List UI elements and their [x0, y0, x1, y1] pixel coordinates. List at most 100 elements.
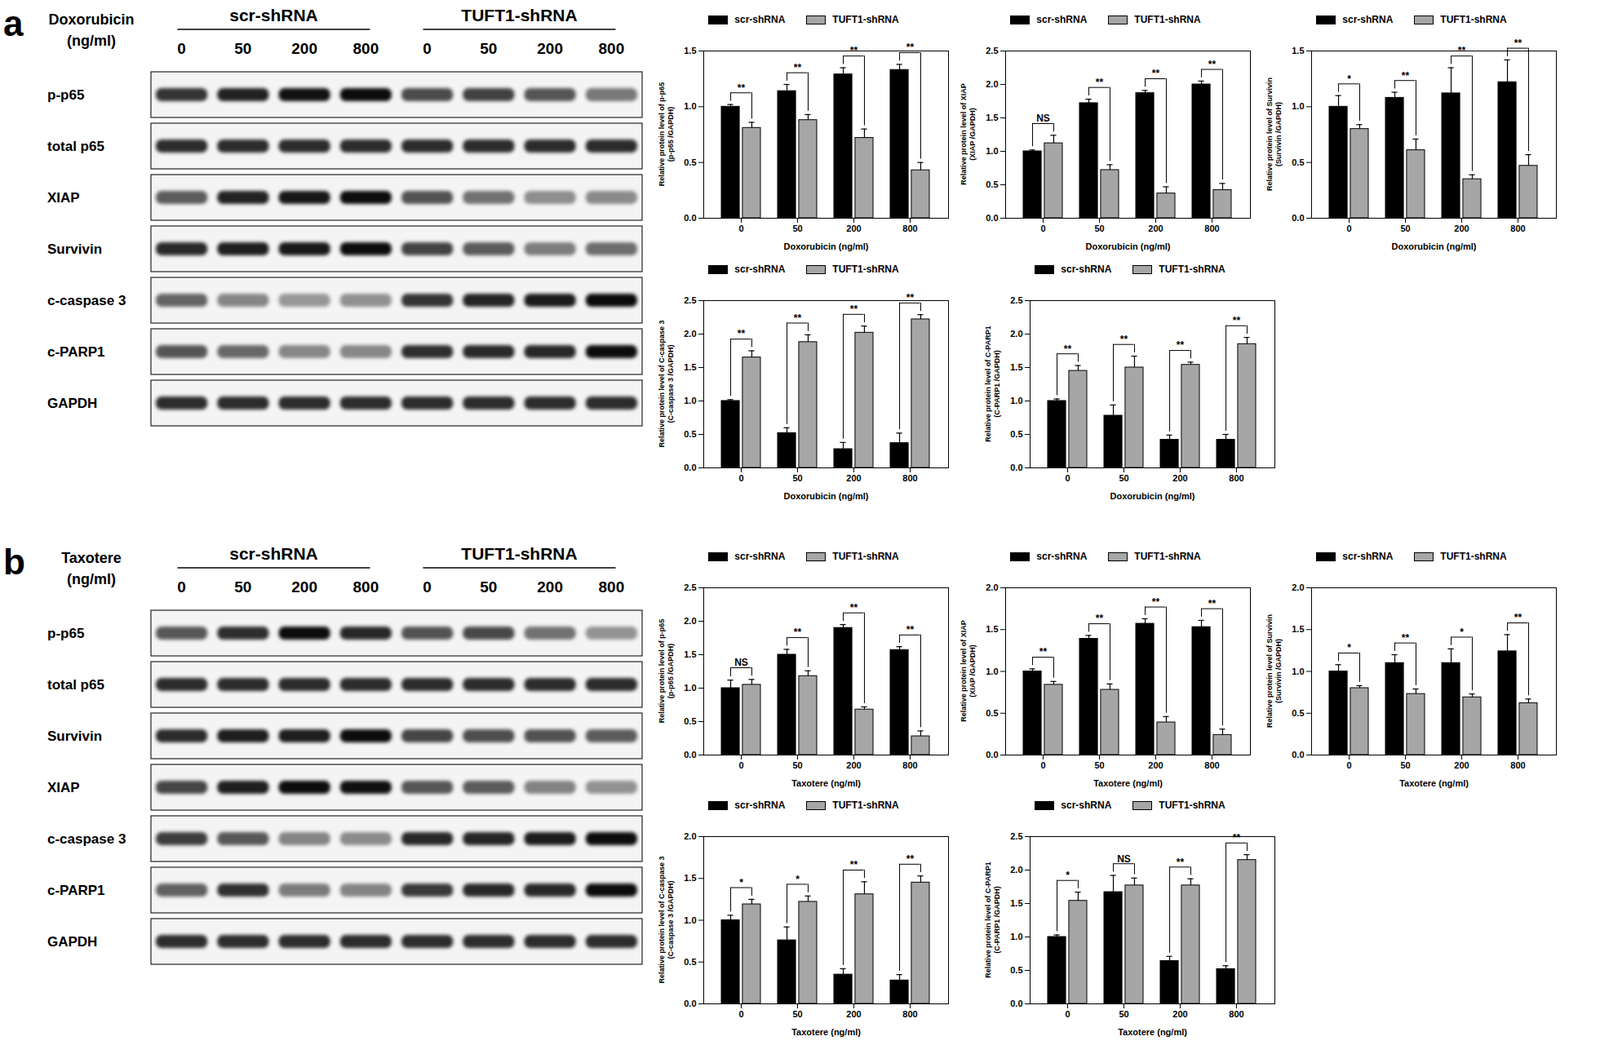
svg-text:0: 0: [177, 39, 187, 58]
svg-text:50: 50: [792, 1009, 803, 1020]
svg-text:0.5: 0.5: [985, 708, 998, 719]
svg-text:NS: NS: [1116, 853, 1131, 865]
svg-text:**: **: [1063, 343, 1073, 355]
svg-text:1.5: 1.5: [1291, 624, 1304, 634]
svg-text:200: 200: [846, 760, 861, 771]
svg-text:TUFT1-shRNA: TUFT1-shRNA: [460, 5, 577, 25]
svg-text:scr-shRNA: scr-shRNA: [229, 5, 319, 25]
svg-text:800: 800: [598, 39, 625, 58]
svg-text:0.0: 0.0: [683, 998, 696, 1009]
svg-text:c-caspase 3: c-caspase 3: [47, 292, 126, 309]
svg-text:1.0: 1.0: [683, 682, 696, 693]
svg-text:800: 800: [1228, 1009, 1244, 1020]
svg-text:Relative protein level of C-ca: Relative protein level of C-caspase 3(C-…: [657, 319, 675, 448]
svg-text:1.5: 1.5: [985, 112, 998, 123]
svg-text:2.0: 2.0: [985, 582, 998, 593]
svg-text:0.5: 0.5: [683, 429, 696, 439]
svg-text:NS: NS: [734, 656, 749, 669]
svg-text:Relative protein level of XIAP: Relative protein level of XIAP(XIAP /GAP…: [959, 83, 977, 186]
svg-text:1.0: 1.0: [1010, 931, 1023, 942]
svg-text:Relative protein level of C-ca: Relative protein level of C-caspase 3(C-…: [657, 855, 675, 984]
svg-text:Doxorubicin (ng/ml): Doxorubicin (ng/ml): [1391, 241, 1477, 252]
svg-text:200: 200: [291, 578, 318, 596]
svg-text:1.5: 1.5: [683, 45, 696, 56]
svg-text:**: **: [1232, 832, 1241, 844]
svg-text:Survivin: Survivin: [47, 728, 102, 745]
svg-text:200: 200: [1453, 223, 1469, 234]
svg-text:Taxotere (ng/ml): Taxotere (ng/ml): [1399, 778, 1469, 789]
svg-text:800: 800: [902, 473, 918, 484]
svg-text:total p65: total p65: [47, 138, 105, 155]
svg-text:50: 50: [792, 223, 803, 234]
svg-text:*: *: [739, 877, 744, 889]
svg-text:2.5: 2.5: [985, 45, 998, 56]
svg-text:0.5: 0.5: [683, 957, 696, 967]
svg-text:200: 200: [1172, 1009, 1188, 1020]
svg-text:800: 800: [1510, 760, 1525, 771]
svg-text:total p65: total p65: [47, 677, 105, 693]
svg-text:1.0: 1.0: [985, 146, 998, 156]
svg-text:200: 200: [536, 39, 563, 58]
svg-text:**: **: [1152, 596, 1161, 608]
svg-text:0.5: 0.5: [1010, 965, 1023, 976]
svg-text:0: 0: [1064, 1009, 1070, 1020]
svg-text:800: 800: [353, 39, 380, 58]
svg-text:2.5: 2.5: [683, 295, 696, 306]
svg-text:**: **: [793, 626, 803, 639]
svg-text:200: 200: [1147, 223, 1163, 234]
svg-text:Taxotere (ng/ml): Taxotere (ng/ml): [791, 778, 861, 789]
svg-text:0: 0: [1064, 473, 1070, 484]
svg-text:0: 0: [422, 39, 432, 58]
svg-text:50: 50: [1400, 760, 1410, 771]
svg-text:50: 50: [792, 760, 803, 771]
svg-text:*: *: [1065, 869, 1070, 882]
svg-text:50: 50: [234, 578, 252, 596]
svg-text:50: 50: [479, 39, 497, 58]
svg-text:Doxorubicin (ng/ml): Doxorubicin (ng/ml): [1085, 241, 1171, 252]
svg-text:0.5: 0.5: [1291, 708, 1304, 719]
svg-text:**: **: [906, 41, 915, 54]
svg-text:800: 800: [1228, 473, 1244, 484]
svg-text:**: **: [1095, 76, 1104, 89]
svg-text:200: 200: [291, 39, 318, 58]
svg-text:0: 0: [422, 578, 432, 596]
svg-text:TUFT1-shRNA: TUFT1-shRNA: [460, 544, 577, 563]
svg-text:1.0: 1.0: [1010, 395, 1023, 406]
svg-text:Relative protein level of C-PA: Relative protein level of C-PARP1(C-PARP…: [983, 861, 1002, 978]
svg-text:50: 50: [234, 39, 252, 58]
svg-text:Relative protein level of C-PA: Relative protein level of C-PARP1(C-PARP…: [983, 325, 1002, 442]
svg-text:0.0: 0.0: [985, 212, 998, 223]
svg-text:Taxotere (ng/ml): Taxotere (ng/ml): [1117, 1027, 1188, 1038]
svg-text:0: 0: [738, 760, 744, 771]
svg-text:800: 800: [1204, 760, 1219, 771]
svg-text:200: 200: [846, 473, 861, 484]
svg-text:2.5: 2.5: [683, 582, 696, 593]
svg-text:800: 800: [902, 760, 918, 771]
svg-text:1.5: 1.5: [985, 624, 998, 634]
svg-text:200: 200: [846, 1009, 861, 1020]
svg-text:0: 0: [738, 473, 744, 484]
svg-text:Relative protein level of XIAP: Relative protein level of XIAP(XIAP /GAP…: [959, 620, 977, 723]
svg-text:**: **: [793, 312, 803, 324]
svg-text:**: **: [1401, 632, 1410, 644]
svg-text:1.5: 1.5: [1291, 45, 1304, 56]
svg-text:Relative protein level of Surv: Relative protein level of Survivin(Survi…: [1265, 77, 1283, 191]
svg-text:Doxorubicin (ng/ml): Doxorubicin (ng/ml): [784, 491, 869, 501]
svg-text:2.0: 2.0: [683, 831, 696, 842]
svg-text:**: **: [906, 624, 915, 636]
svg-text:0: 0: [1040, 760, 1046, 771]
svg-text:200: 200: [1172, 473, 1188, 484]
svg-text:2.0: 2.0: [985, 79, 998, 89]
svg-text:(ng/ml): (ng/ml): [66, 571, 116, 588]
svg-text:Survivin: Survivin: [47, 241, 102, 258]
svg-text:**: **: [1039, 646, 1048, 658]
svg-text:c-PARP1: c-PARP1: [47, 882, 106, 899]
svg-text:**: **: [906, 853, 915, 865]
svg-text:0: 0: [177, 578, 187, 596]
svg-text:200: 200: [1147, 760, 1163, 771]
svg-text:2.0: 2.0: [1010, 864, 1023, 875]
svg-text:*: *: [795, 873, 800, 886]
svg-text:50: 50: [1118, 1009, 1129, 1020]
svg-text:2.0: 2.0: [1010, 328, 1023, 339]
svg-text:Relative protein level of p-p6: Relative protein level of p-p65(p-p65 /G…: [657, 82, 675, 187]
